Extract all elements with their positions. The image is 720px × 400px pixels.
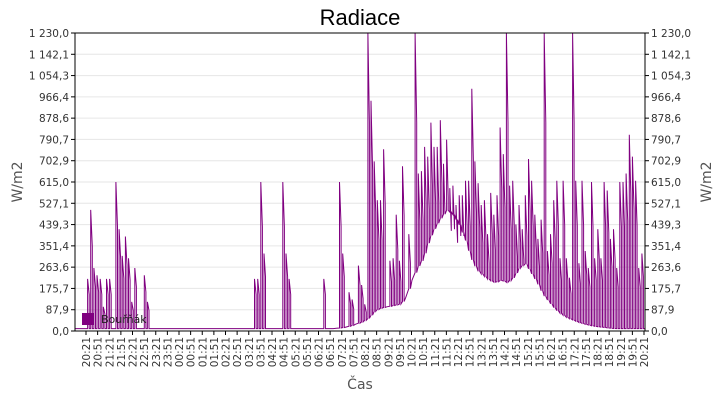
x-tick-label: 17:51 [581,337,593,367]
legend: Bouřňák [82,313,147,326]
x-tick-label: 14:21 [500,337,512,367]
x-axis: 20:21 20:51 21:21 21:51 22:21 22:51 23:21 23:51… [81,331,651,367]
y-tick-label: 878,6 [39,113,69,125]
y-tick-label: 439,3 [651,220,681,232]
x-tick-label: 01:21 [197,337,209,367]
x-tick-label: 03:51 [255,337,267,367]
y-axis-left: 0,0 87,9 175,7 263,6 351,4 439,3 527,1 615,0 702… [29,28,75,338]
legend-swatch [82,313,94,325]
x-tick-label: 10:51 [418,337,430,367]
grid-lines [75,53,645,311]
x-axis-label: Čas [347,375,373,393]
x-tick-label: 18:51 [604,337,616,367]
x-tick-label: 21:21 [104,337,116,367]
x-tick-label: 23:21 [151,337,163,367]
x-tick-label: 20:21 [81,337,93,367]
x-tick-label: 13:51 [488,337,500,367]
x-tick-label: 09:51 [395,337,407,367]
y-tick-label: 263,6 [651,262,681,274]
y-tick-label: 351,4 [651,241,681,253]
x-tick-label: 05:51 [302,337,314,367]
x-tick-label: 21:51 [116,337,128,367]
y-tick-label: 966,4 [651,92,681,104]
chart-title: Radiace [320,5,401,30]
y-tick-label: 87,9 [651,305,674,317]
y-tick-label: 0,0 [651,326,668,338]
y-tick-label: 1 230,0 [651,28,691,40]
y-axis-label-left: W/m2 [10,161,26,202]
x-tick-label: 02:51 [232,337,244,367]
x-tick-label: 04:51 [279,337,291,367]
x-tick-label: 20:51 [93,337,105,367]
y-tick-label: 790,7 [39,134,69,146]
x-tick-label: 09:21 [383,337,395,367]
x-tick-label: 22:21 [128,337,140,367]
x-tick-label: 22:51 [139,337,151,367]
y-tick-label: 1 142,1 [29,49,69,61]
y-tick-label: 439,3 [39,220,69,232]
x-tick-label: 10:21 [407,337,419,367]
y-axis-label-right: W/m2 [699,161,715,202]
x-tick-label: 19:21 [616,337,628,367]
x-tick-label: 11:51 [441,337,453,367]
x-tick-label: 04:21 [267,337,279,367]
y-tick-label: 527,1 [39,198,69,210]
x-tick-label: 02:21 [221,337,233,367]
x-tick-label: 06:21 [314,337,326,367]
y-tick-label: 0,0 [52,326,69,338]
x-tick-label: 20:21 [639,337,651,367]
y-tick-label: 1 054,3 [29,71,69,83]
y-tick-label: 87,9 [46,305,69,317]
legend-label: Bouřňák [101,313,147,326]
x-tick-label: 00:21 [174,337,186,367]
x-tick-label: 07:51 [348,337,360,367]
y-tick-label: 615,0 [651,177,681,189]
y-tick-label: 1 142,1 [651,49,691,61]
y-tick-label: 1 054,3 [651,71,691,83]
x-tick-label: 17:21 [569,337,581,367]
x-tick-label: 16:51 [558,337,570,367]
x-tick-label: 08:21 [360,337,372,367]
x-tick-label: 01:51 [209,337,221,367]
x-tick-label: 15:51 [534,337,546,367]
x-tick-label: 13:21 [476,337,488,367]
y-tick-label: 790,7 [651,134,681,146]
x-tick-label: 08:51 [372,337,384,367]
y-tick-label: 175,7 [651,283,681,295]
y-tick-label: 878,6 [651,113,681,125]
x-tick-label: 23:51 [162,337,174,367]
x-tick-label: 03:21 [244,337,256,367]
x-tick-label: 19:51 [627,337,639,367]
y-tick-label: 527,1 [651,198,681,210]
y-tick-label: 1 230,0 [29,28,69,40]
x-tick-label: 15:21 [523,337,535,367]
x-tick-label: 12:51 [465,337,477,367]
x-tick-label: 14:51 [511,337,523,367]
x-tick-label: 05:21 [290,337,302,367]
x-tick-label: 16:21 [546,337,558,367]
plot-frame [74,32,646,332]
x-tick-label: 07:21 [337,337,349,367]
y-tick-label: 615,0 [39,177,69,189]
x-tick-label: 11:21 [430,337,442,367]
y-tick-label: 175,7 [39,283,69,295]
y-tick-label: 702,9 [651,156,681,168]
x-tick-label: 18:21 [593,337,605,367]
x-tick-label: 06:51 [325,337,337,367]
x-tick-label: 00:51 [186,337,198,367]
series-line [75,32,645,330]
y-tick-label: 702,9 [39,156,69,168]
y-tick-label: 263,6 [39,262,69,274]
y-axis-right: 0,0 87,9 175,7 263,6 351,4 439,3 527,1 615,0 702… [645,28,691,338]
x-tick-label: 12:21 [453,337,465,367]
y-tick-label: 351,4 [39,241,69,253]
y-tick-label: 966,4 [39,92,69,104]
